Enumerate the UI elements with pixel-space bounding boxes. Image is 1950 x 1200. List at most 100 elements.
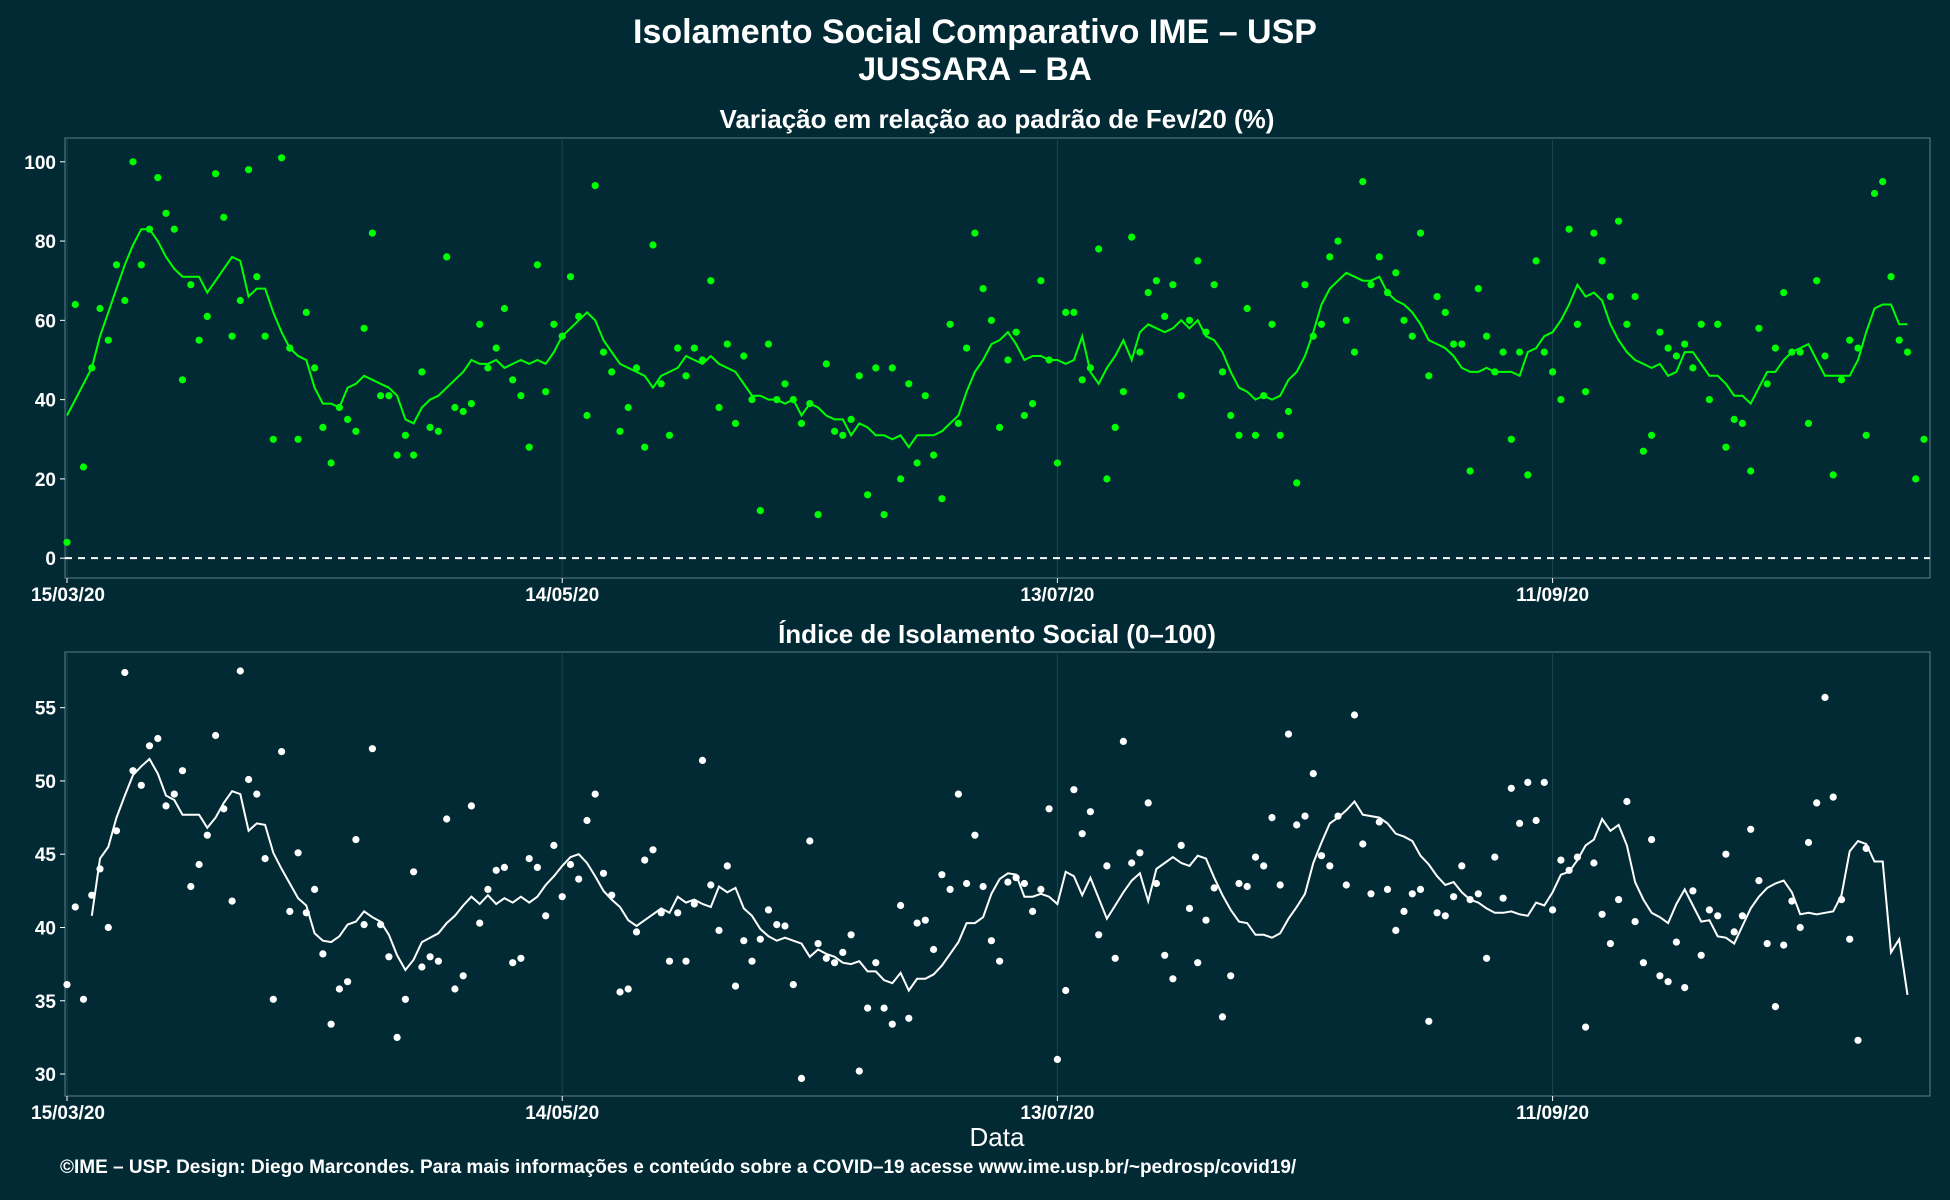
data-point — [1598, 910, 1606, 918]
moving-average-line — [66, 228, 1908, 449]
data-point — [649, 846, 657, 854]
data-point — [558, 893, 566, 901]
data-point — [377, 392, 385, 400]
data-point — [872, 364, 880, 372]
data-point — [1474, 890, 1482, 898]
data-point — [1392, 269, 1400, 277]
data-point — [71, 300, 79, 309]
data-point — [352, 427, 360, 435]
data-point — [170, 225, 178, 233]
data-point — [1565, 225, 1573, 233]
data-point — [1210, 281, 1218, 289]
data-point — [500, 863, 508, 872]
data-point — [1705, 396, 1713, 404]
data-point — [847, 415, 855, 423]
data-point — [286, 907, 294, 916]
data-point — [1012, 328, 1020, 336]
data-point — [1672, 938, 1680, 946]
data-point — [1466, 467, 1474, 475]
data-point — [525, 443, 533, 451]
data-point — [1747, 825, 1755, 833]
data-point — [1606, 293, 1614, 301]
data-point — [1598, 257, 1606, 265]
data-point — [864, 491, 872, 499]
data-point — [616, 988, 624, 996]
data-point — [1747, 467, 1755, 475]
data-point — [476, 320, 484, 328]
data-point — [905, 1014, 913, 1022]
data-point — [1499, 894, 1507, 902]
data-point — [1557, 856, 1565, 864]
x-tick-label: 11/09/20 — [1516, 1103, 1589, 1124]
data-point — [996, 957, 1004, 965]
data-point — [1689, 887, 1697, 895]
data-point — [1243, 882, 1251, 891]
data-point — [137, 781, 145, 789]
x-tick-label: 15/03/20 — [31, 585, 105, 606]
data-point — [599, 869, 608, 877]
data-point — [1681, 984, 1689, 992]
data-point — [1202, 916, 1210, 924]
data-point — [1763, 940, 1771, 948]
data-point — [1582, 1023, 1590, 1031]
data-point — [1540, 348, 1548, 356]
data-point — [1672, 352, 1680, 360]
data-point — [690, 344, 698, 352]
data-point — [1045, 805, 1053, 813]
data-point — [1367, 281, 1375, 289]
data-point — [302, 308, 310, 316]
data-point — [1037, 277, 1045, 285]
data-point — [1375, 253, 1383, 261]
chart-title: Isolamento Social Comparativo IME – USP — [633, 13, 1317, 51]
data-point — [880, 510, 888, 519]
data-point — [591, 182, 599, 190]
data-point — [1350, 348, 1359, 356]
data-point — [1846, 935, 1854, 943]
data-point — [212, 731, 220, 740]
data-point — [773, 921, 781, 929]
data-point — [806, 837, 814, 845]
data-point — [1664, 344, 1672, 352]
data-point — [253, 790, 261, 798]
data-point — [509, 959, 517, 967]
data-point — [1128, 859, 1136, 867]
data-point — [1433, 909, 1441, 917]
data-point — [1532, 816, 1540, 825]
data-point — [517, 392, 525, 400]
data-point — [938, 495, 946, 503]
data-point — [1400, 316, 1408, 324]
data-point — [1656, 972, 1664, 980]
data-point — [1722, 850, 1730, 858]
data-point — [1309, 770, 1317, 778]
data-point — [1185, 904, 1194, 913]
data-point — [822, 954, 830, 962]
data-point — [1251, 431, 1260, 439]
data-point — [393, 1033, 401, 1041]
data-point — [831, 427, 839, 435]
y-tick-label: 35 — [35, 992, 57, 1013]
data-point — [1755, 877, 1763, 885]
data-point — [1870, 189, 1879, 198]
data-point — [1912, 475, 1920, 483]
data-point — [641, 856, 649, 864]
data-point — [1648, 836, 1656, 844]
data-point — [484, 885, 492, 894]
data-point — [1326, 862, 1334, 870]
data-point — [129, 158, 137, 166]
data-point — [1879, 178, 1887, 186]
data-point — [864, 1004, 872, 1012]
data-point — [674, 909, 682, 917]
data-point — [1367, 890, 1375, 898]
data-point — [278, 748, 286, 756]
data-point — [707, 881, 715, 889]
footer-credit: ©IME – USP. Design: Diego Marcondes. Par… — [60, 1157, 1297, 1178]
data-point — [1111, 423, 1119, 431]
data-point — [1301, 281, 1309, 289]
data-point — [1243, 304, 1251, 313]
data-point — [591, 790, 599, 798]
data-point — [1375, 818, 1383, 826]
data-point — [715, 926, 723, 935]
data-point — [294, 849, 302, 857]
data-point — [781, 922, 789, 930]
data-point — [550, 320, 558, 328]
